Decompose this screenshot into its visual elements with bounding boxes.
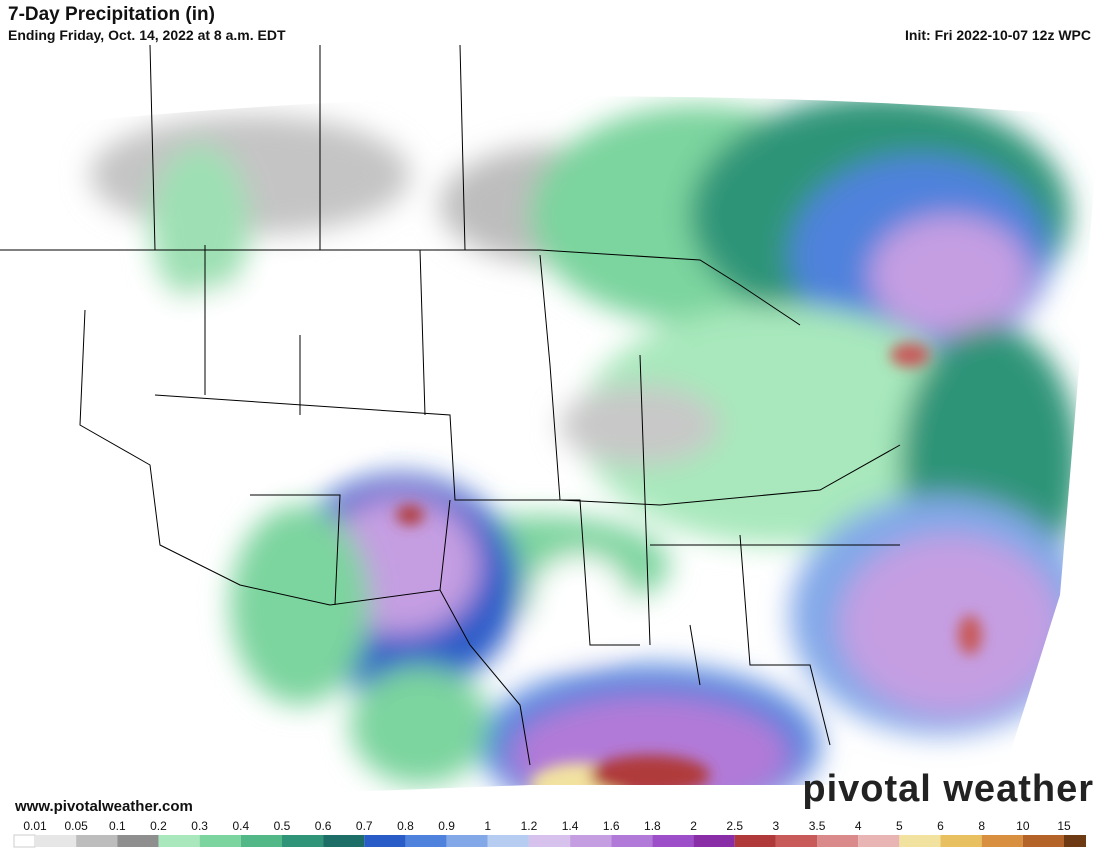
colorbar-label: 3 (773, 819, 780, 833)
colorbar-label: 0.3 (191, 819, 208, 833)
colorbar-label: 2.5 (726, 819, 743, 833)
colorbar-label: 1 (484, 819, 491, 833)
colorbar-cell (981, 835, 1023, 847)
colorbar-label: 0.7 (356, 819, 373, 833)
colorbar-label: 0.9 (438, 819, 455, 833)
colorbar-label: 1.4 (562, 819, 579, 833)
colorbar-label: 15 (1057, 819, 1071, 833)
colorbar-cell (734, 835, 776, 847)
colorbar-cell (528, 835, 571, 847)
colorbar-cell (1064, 835, 1086, 847)
colorbar-cell (693, 835, 735, 847)
colorbar-cell (35, 835, 77, 847)
colorbar-label: 0.05 (64, 819, 88, 833)
colorbar-label: 4 (855, 819, 862, 833)
watermark: pivotal weather (802, 768, 1094, 810)
subtitle: Ending Friday, Oct. 14, 2022 at 8 a.m. E… (8, 27, 286, 43)
colorbar-label: 0.5 (274, 819, 291, 833)
colorbar-cell (775, 835, 818, 847)
colorbar-label: 0.2 (150, 819, 167, 833)
colorbar-cell (487, 835, 529, 847)
colorbar-label: 0.8 (397, 819, 414, 833)
colorbar-cell (858, 835, 900, 847)
colorbar-cell (899, 835, 941, 847)
colorbar-cell (323, 835, 365, 847)
colorbar: 0.01 0.05 0.1 0.2 0.3 0.4 0.5 0.6 0.7 0.8 0.9 1 1.2 1… (13, 819, 1086, 848)
init-time: Init: Fri 2022-10-07 12z WPC (905, 27, 1091, 43)
colorbar-label: 5 (896, 819, 903, 833)
colorbar-cell (405, 835, 447, 847)
colorbar-label: 2 (690, 819, 697, 833)
colorbar-cell (446, 835, 488, 847)
title: 7-Day Precipitation (in) (8, 4, 215, 25)
website: www.pivotalweather.com (15, 798, 193, 815)
colorbar-cell (281, 835, 324, 847)
colorbar-label: 10 (1016, 819, 1030, 833)
colorbar-label: 3.5 (809, 819, 826, 833)
colorbar-label: 1.2 (521, 819, 538, 833)
colorbar-cell (158, 835, 200, 847)
colorbar-label: 0.4 (232, 819, 249, 833)
colorbar-label: 0.1 (109, 819, 126, 833)
colorbar-cell (117, 835, 159, 847)
precip-map (0, 45, 1100, 818)
colorbar-label: 0.01 (23, 819, 47, 833)
colorbar-label: 1.8 (644, 819, 661, 833)
colorbar-cell (817, 835, 859, 847)
colorbar-cell (240, 835, 282, 847)
colorbar-cell (199, 835, 241, 847)
precip-field (90, 96, 1090, 805)
colorbar-cell (76, 835, 118, 847)
colorbar-cell (570, 835, 612, 847)
colorbar-cell (1022, 835, 1064, 847)
colorbar-cell (611, 835, 653, 847)
colorbar-cell (652, 835, 694, 847)
colorbar-cell (940, 835, 982, 847)
boundaries (0, 45, 901, 766)
colorbar-label: 1.6 (603, 819, 620, 833)
colorbar-label: 0.6 (315, 819, 332, 833)
colorbar-start (13, 834, 36, 848)
colorbar-label: 6 (937, 819, 944, 833)
colorbar-cell (364, 835, 406, 847)
colorbar-label: 8 (978, 819, 985, 833)
